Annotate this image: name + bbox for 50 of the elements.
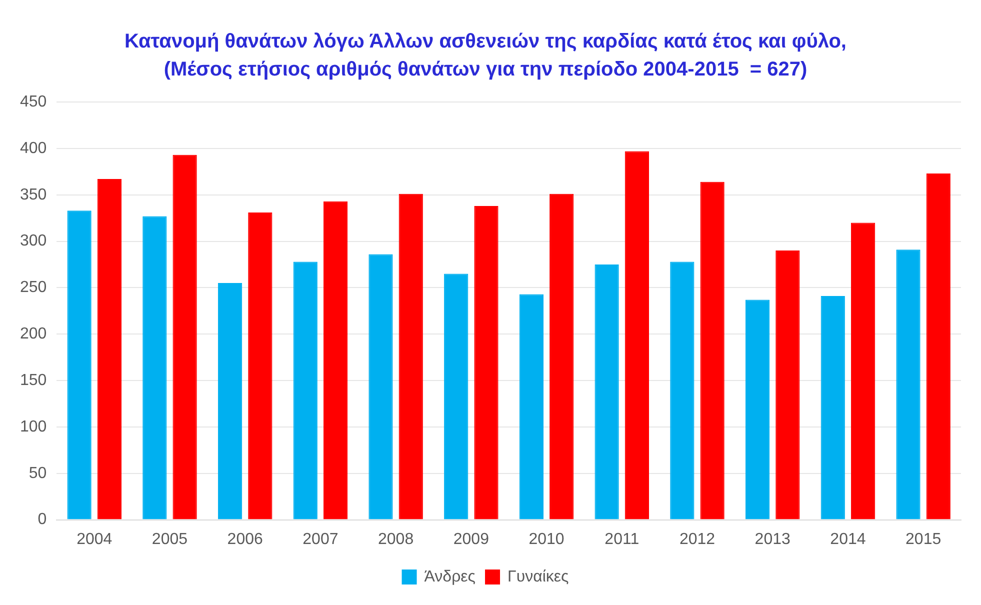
bar [67, 210, 92, 520]
bar [700, 182, 724, 520]
bar [519, 294, 544, 520]
x-tick-label: 2009 [453, 530, 490, 548]
y-tick-label: 450 [20, 93, 47, 110]
bar [670, 262, 694, 520]
bar [850, 222, 876, 520]
y-tick-label: 150 [20, 372, 47, 389]
y-tick-label: 200 [20, 326, 47, 343]
bar [776, 250, 800, 520]
bar [293, 262, 318, 520]
x-tick-label: 2010 [528, 530, 564, 548]
bar [142, 216, 167, 520]
chart-subtitle: (Μέσος ετήσιος αριθμός θανάτων για την περίοδο 2004-2015 = 627) [164, 58, 808, 81]
bar [323, 201, 348, 520]
legend-label: Άνδρες [424, 568, 476, 586]
chart-title: Κατανομή θανάτων λόγω Άλλων ασθενειών της καρδίας κατά έτος και φύλο, [124, 30, 846, 53]
bar [926, 173, 950, 520]
y-tick-label: 250 [20, 279, 47, 296]
x-tick-label: 2005 [152, 530, 188, 548]
legend-label: Γυναίκες [508, 568, 570, 586]
x-tick-label: 2008 [378, 530, 414, 548]
y-tick-label: 0 [38, 511, 47, 528]
bar [97, 179, 122, 520]
bar [172, 154, 197, 520]
x-tick-label: 2004 [76, 530, 112, 548]
bar [594, 264, 619, 520]
bar [550, 194, 574, 520]
x-tick-label: 2012 [679, 530, 716, 548]
x-tick-label: 2011 [604, 530, 640, 548]
y-tick-label: 50 [28, 464, 47, 482]
bar [624, 151, 650, 520]
y-tick-label: 300 [20, 232, 47, 250]
bar [820, 296, 845, 520]
y-tick-label: 100 [20, 418, 47, 436]
bar [248, 212, 272, 520]
x-tick-label: 2006 [227, 530, 263, 548]
bar [218, 283, 242, 520]
x-tick-label: 2013 [754, 530, 790, 548]
bar [474, 206, 498, 520]
bar [444, 274, 468, 520]
y-tick-label: 350 [20, 186, 47, 204]
bar [896, 250, 920, 520]
x-tick-label: 2015 [906, 530, 942, 548]
y-tick-label: 400 [20, 140, 47, 157]
bar [745, 300, 770, 520]
x-tick-label: 2007 [302, 530, 338, 548]
bar [398, 194, 423, 520]
bar [368, 254, 393, 520]
x-tick-label: 2014 [830, 530, 866, 548]
